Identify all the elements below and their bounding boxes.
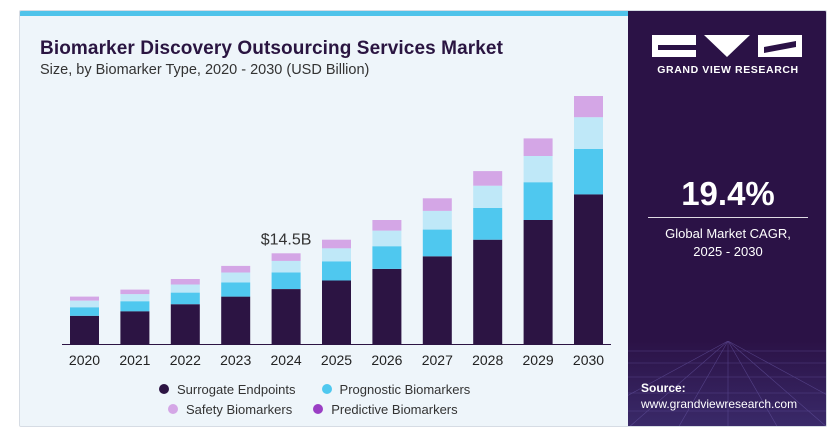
- legend-row-2: Safety Biomarkers Predictive Biomarkers: [168, 401, 480, 417]
- bar-prognostic-2026: [372, 246, 402, 269]
- cagr-divider: [648, 217, 808, 218]
- bar-safety-2023: [221, 265, 251, 273]
- legend-item-prognostic: Prognostic Biomarkers: [321, 381, 471, 397]
- bar-prognostic-2021: [120, 301, 150, 312]
- cagr-label-line1: Global Market CAGR,: [665, 226, 791, 241]
- bar-safety-2021: [120, 289, 150, 295]
- bar-safety-2027: [422, 198, 452, 211]
- bar-light-blue-2020: [70, 300, 99, 308]
- cagr-label-line2: 2025 - 2030: [693, 244, 763, 259]
- bar-light-blue-2030: [574, 117, 603, 149]
- x-tick-label-2021: 2021: [119, 352, 150, 368]
- x-tick-label-2030: 2030: [573, 352, 604, 368]
- x-tick-label-2020: 2020: [69, 352, 100, 368]
- legend-swatch-surrogate: [159, 384, 169, 394]
- x-tick-label-2026: 2026: [371, 352, 402, 368]
- legend-label-safety: Safety Biomarkers: [186, 401, 293, 417]
- infographic-frame: Biomarker Discovery Outsourcing Services…: [19, 10, 827, 427]
- bar-prognostic-2024: [271, 272, 301, 289]
- annotation-label: $14.5B: [261, 231, 312, 248]
- bar-surrogate-2030: [574, 194, 603, 344]
- bar-surrogate-2029: [523, 220, 553, 344]
- top-accent-strip: [20, 11, 628, 16]
- bar-light-blue-2029: [523, 156, 553, 183]
- chart-panel: Biomarker Discovery Outsourcing Services…: [20, 16, 628, 426]
- bar-surrogate-2028: [473, 239, 503, 344]
- summary-panel: GRAND VIEW RESEARCH 19.4% Global Market …: [628, 11, 826, 426]
- legend-swatch-safety: [168, 404, 178, 414]
- legend-swatch-prognostic: [321, 384, 332, 394]
- bar-light-blue-2025: [322, 248, 351, 262]
- bar-safety-2028: [473, 171, 503, 186]
- bar-light-blue-2022: [170, 284, 200, 293]
- bar-surrogate-2023: [221, 296, 251, 344]
- chart-title: Biomarker Discovery Outsourcing Services…: [40, 38, 504, 59]
- legend-item-predictive: Predictive Biomarkers: [313, 401, 458, 417]
- bar-surrogate-2026: [372, 268, 402, 344]
- bar-safety-2025: [322, 239, 351, 249]
- x-tick-label-2029: 2029: [523, 352, 554, 368]
- x-tick-label-2023: 2023: [220, 352, 251, 368]
- brand-name: GRAND VIEW RESEARCH: [657, 64, 799, 76]
- bar-light-blue-2024: [271, 260, 301, 273]
- perspective-grid-decoration: [628, 341, 826, 426]
- bar-light-blue-2028: [473, 185, 503, 208]
- bar-prognostic-2025: [322, 261, 351, 281]
- legend-row-1: Surrogate Endpoints Prognostic Biomarker…: [159, 381, 492, 397]
- x-tick-label-2022: 2022: [170, 352, 201, 368]
- bar-light-blue-2027: [422, 210, 452, 230]
- chart-subtitle: Size, by Biomarker Type, 2020 - 2030 (US…: [40, 62, 370, 78]
- bar-prognostic-2023: [221, 282, 251, 297]
- bar-prognostic-2028: [473, 207, 503, 240]
- cagr-value: 19.4%: [681, 175, 775, 212]
- bar-safety-2029: [523, 138, 553, 156]
- legend-label-surrogate: Surrogate Endpoints: [177, 381, 296, 397]
- legend-item-safety: Safety Biomarkers: [168, 402, 292, 417]
- bar-surrogate-2022: [170, 304, 200, 344]
- legend-label-predictive: Predictive Biomarkers: [331, 401, 458, 417]
- cagr-label: Global Market CAGR, 2025 - 2030: [628, 225, 826, 261]
- x-tick-label-2025: 2025: [321, 352, 352, 368]
- bar-surrogate-2021: [120, 311, 150, 344]
- source-url[interactable]: www.grandviewresearch.com: [641, 397, 798, 411]
- legend-label-prognostic: Prognostic Biomarkers: [339, 381, 471, 397]
- stacked-bar-chart: 2020 2021 2022 2023 $14.5B 2024 2025 2026 2027 20…: [62, 96, 611, 368]
- bar-safety-2022: [170, 279, 200, 285]
- bar-prognostic-2027: [422, 229, 452, 257]
- bar-prognostic-2029: [523, 182, 553, 220]
- bar-surrogate-2025: [322, 280, 351, 344]
- x-tick-label-2027: 2027: [422, 352, 453, 368]
- x-tick-label-2028: 2028: [472, 352, 503, 368]
- bar-surrogate-2027: [422, 256, 452, 344]
- x-tick-label-2024: 2024: [271, 352, 302, 368]
- bar-safety-2030: [574, 96, 603, 118]
- grand-view-research-logo: [652, 35, 802, 57]
- legend-swatch-predictive: [313, 404, 324, 414]
- bar-prognostic-2030: [574, 149, 603, 195]
- bar-safety-2024: [271, 253, 301, 261]
- bar-safety-2026: [372, 220, 402, 231]
- bar-light-blue-2026: [372, 230, 402, 247]
- bar-surrogate-2024: [271, 289, 301, 344]
- bar-prognostic-2020: [70, 307, 99, 316]
- bar-light-blue-2021: [120, 294, 150, 302]
- source-label: Source:: [641, 381, 686, 395]
- bar-prognostic-2022: [170, 292, 200, 305]
- bar-light-blue-2023: [221, 272, 251, 283]
- bar-surrogate-2020: [70, 315, 99, 344]
- bar-safety-2020: [70, 296, 99, 301]
- legend-item-surrogate: Surrogate Endpoints: [159, 382, 296, 397]
